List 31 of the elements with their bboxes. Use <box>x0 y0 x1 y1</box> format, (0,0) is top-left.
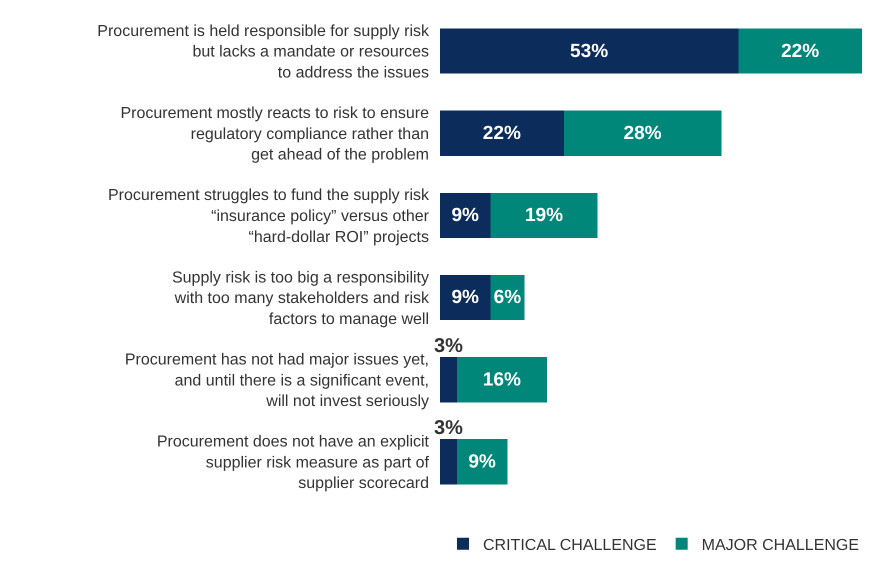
bar <box>440 439 457 484</box>
bar <box>440 192 491 238</box>
y-tick-label: Supply risk is too big a responsibility with too many stakeholders and risk factors to manage well <box>172 269 430 328</box>
data-label: 22% <box>781 40 820 62</box>
bar <box>490 192 598 238</box>
data-label: 9% <box>468 452 496 473</box>
legend-label: MAJOR CHALLENGE <box>702 537 860 554</box>
bar <box>456 357 547 402</box>
bar <box>440 110 564 156</box>
bar <box>564 110 722 156</box>
y-tick-label: Procurement does not have an explicit supplier risk measure as part of supplier scorecard <box>156 434 430 492</box>
bar <box>440 274 491 320</box>
y-tick-label: Procurement struggles to fund the supply risk “insurance policy” versus other “hard-dollar ROI” projects <box>108 187 430 246</box>
legend-label: CRITICAL CHALLENGE <box>483 537 657 554</box>
data-label: 3% <box>434 335 464 357</box>
data-label: 16% <box>482 369 521 390</box>
data-label: 19% <box>524 205 564 226</box>
y-tick-label: Procurement has not had major issues yet, and until there is a significant event, will not invest seriously <box>124 351 429 410</box>
bar <box>440 28 738 74</box>
bar <box>456 439 508 484</box>
data-label: 6% <box>494 287 522 308</box>
data-label: 9% <box>451 287 480 308</box>
y-tick-label: Procurement is held responsible for supply risk but lacks a mandate or resources to address the issues <box>97 22 430 82</box>
y-tick-label: Procurement mostly reacts to risk to ensure regulatory compliance rather than get ahead of the problem <box>120 105 430 164</box>
bar <box>738 28 862 74</box>
data-label: 9% <box>451 205 480 226</box>
data-label: 53% <box>570 40 608 62</box>
data-label: 22% <box>482 122 521 144</box>
data-label: 3% <box>434 417 464 439</box>
data-label: 28% <box>623 122 662 144</box>
bar <box>440 357 457 402</box>
